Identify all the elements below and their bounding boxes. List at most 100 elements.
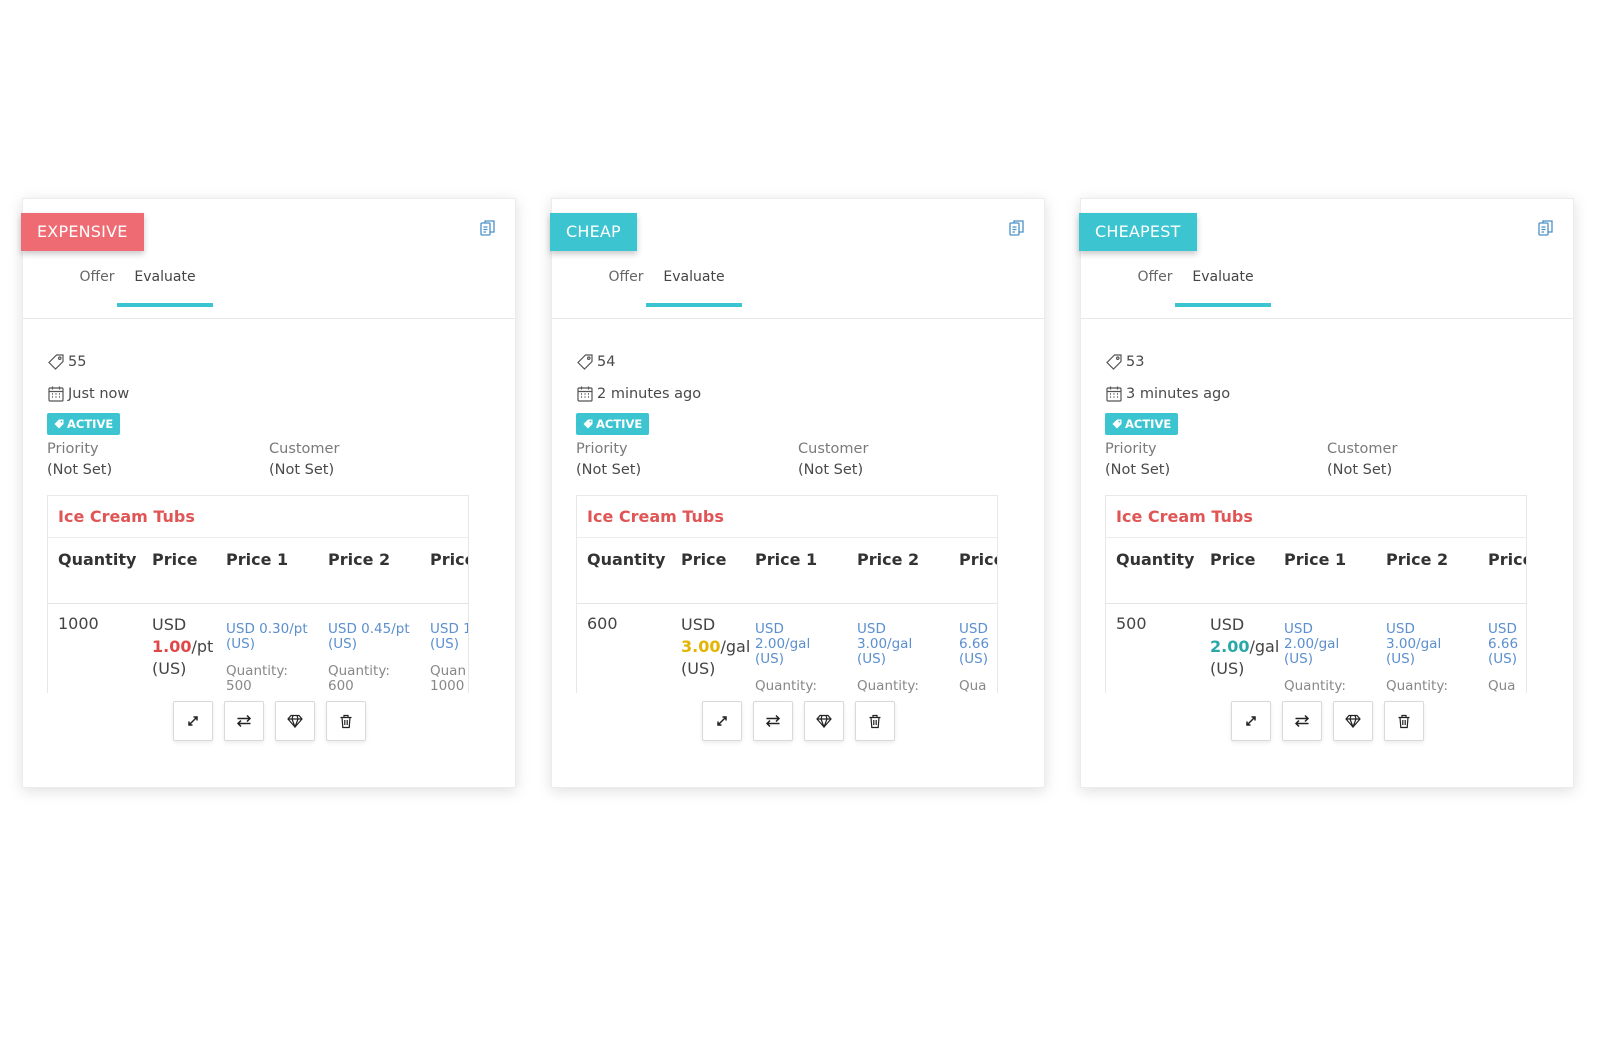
- col-price: Price: [681, 550, 727, 569]
- expand-icon: [187, 716, 198, 726]
- customer-label: Customer: [269, 441, 340, 457]
- tier-line-2: (US): [328, 636, 357, 652]
- tier-line-3: (US): [959, 651, 988, 667]
- delete-button[interactable]: [854, 701, 895, 741]
- tab-offer[interactable]: Offer: [1137, 269, 1173, 285]
- tier-price-3: USD 6.66 (US) Qua: [959, 621, 990, 694]
- swap-button[interactable]: [1281, 701, 1322, 741]
- tab-offer[interactable]: Offer: [79, 269, 115, 285]
- tag-icon: [48, 354, 64, 370]
- tier-price-3: USD 1 (US) Quan 1000: [430, 622, 468, 694]
- product-table: Ice Cream Tubs Quantity Price Price 1 Pr…: [1105, 495, 1527, 693]
- tab-offer[interactable]: Offer: [608, 269, 644, 285]
- product-title: Ice Cream Tubs: [48, 496, 468, 538]
- copy-icon[interactable]: [1008, 219, 1026, 237]
- tag-icon: [577, 354, 593, 370]
- calendar-icon: [577, 386, 593, 402]
- card-tabs: Offer Evaluate: [552, 259, 1044, 319]
- swap-button[interactable]: [752, 701, 793, 741]
- col-price-1: Price 1: [1284, 550, 1347, 569]
- tab-evaluate[interactable]: Evaluate: [646, 259, 742, 307]
- card-actions: [552, 701, 1044, 741]
- col-price-2: Price 2: [1386, 550, 1449, 569]
- row-quantity: 1000: [58, 614, 99, 633]
- table-row: 600 USD 3.00/gal (US) USD 2.00/gal (US) …: [577, 604, 997, 693]
- row-quantity: 600: [587, 614, 618, 633]
- tier-price-2: USD 3.00/gal (US) Quantity:: [1386, 622, 1448, 694]
- tier-quantity-label: Quantity:: [328, 663, 390, 679]
- price-unit: /gal: [1249, 637, 1280, 656]
- tier-line-2: 6.66: [1488, 636, 1519, 652]
- customer-value: (Not Set): [798, 462, 864, 478]
- offer-card: CHEAP Offer Evaluate 54 2: [550, 198, 1045, 788]
- active-tab-indicator: [117, 303, 213, 307]
- product-title: Ice Cream Tubs: [1106, 496, 1526, 538]
- tier-line-1: USD 0.45/pt: [328, 621, 410, 637]
- tag-icon: [1112, 419, 1122, 429]
- tier-line-1: USD: [857, 621, 886, 637]
- priority-value: (Not Set): [1105, 462, 1171, 478]
- tier-price-3: USD 6.66 (US) Qua: [1488, 622, 1519, 694]
- priority-label: Priority: [576, 441, 628, 457]
- diamond-button[interactable]: [274, 701, 315, 741]
- customer-label: Customer: [1327, 441, 1398, 457]
- price-unit: /pt: [191, 637, 214, 656]
- offer-id: 54: [597, 354, 616, 370]
- tier-line-3: (US): [1488, 651, 1517, 667]
- trash-icon: [1398, 714, 1409, 728]
- active-tab-indicator: [646, 303, 742, 307]
- tier-line-2: 3.00/gal: [857, 636, 913, 652]
- priority-value: (Not Set): [576, 462, 642, 478]
- diamond-icon: [286, 714, 303, 728]
- delete-button[interactable]: [1383, 701, 1424, 741]
- expand-button[interactable]: [1230, 701, 1271, 741]
- tier-line-2: 6.66: [959, 636, 990, 652]
- swap-button[interactable]: [223, 701, 264, 741]
- table-header: Quantity Price Price 1 Price 2 Price: [48, 538, 468, 604]
- expand-button[interactable]: [701, 701, 742, 741]
- price-unit-note: (US): [681, 659, 716, 678]
- tier-quantity-label: Quantity:: [857, 678, 919, 694]
- row-price: USD 1.00/pt (US): [152, 614, 213, 680]
- tier-line-1: USD 0.30/pt: [226, 621, 308, 637]
- tier-price-2: USD 0.45/pt (US) Quantity: 600: [328, 621, 410, 694]
- tier-line-2: (US): [226, 636, 255, 652]
- category-ribbon: CHEAPEST: [1079, 213, 1197, 251]
- diamond-button[interactable]: [1332, 701, 1373, 741]
- tag-icon: [583, 419, 593, 429]
- status-badge: ACTIVE: [576, 413, 650, 435]
- col-price-1: Price 1: [755, 550, 818, 569]
- col-price-3: Price: [1488, 550, 1526, 569]
- offer-time: Just now: [68, 386, 130, 402]
- copy-icon[interactable]: [479, 219, 497, 237]
- offer-card: EXPENSIVE Offer Evaluate 55: [21, 198, 516, 788]
- diamond-button[interactable]: [803, 701, 844, 741]
- tier-line-2: (US): [430, 636, 459, 652]
- calendar-icon: [48, 386, 64, 402]
- price-amount: 1.00: [152, 637, 192, 656]
- offer-id: 53: [1126, 354, 1145, 370]
- tier-line-1: USD: [959, 621, 988, 637]
- tier-line-3: (US): [1284, 651, 1313, 667]
- col-quantity: Quantity: [587, 550, 666, 569]
- expand-button[interactable]: [172, 701, 213, 741]
- tab-evaluate[interactable]: Evaluate: [1175, 259, 1271, 307]
- tier-quantity-label: Qua: [1488, 678, 1516, 694]
- status-label: ACTIVE: [67, 417, 114, 431]
- diamond-icon: [815, 714, 832, 728]
- delete-button[interactable]: [325, 701, 366, 741]
- card-tabs: Offer Evaluate: [1081, 259, 1573, 319]
- tier-line-2: 3.00/gal: [1386, 636, 1442, 652]
- copy-icon[interactable]: [1537, 219, 1555, 237]
- diamond-icon: [1344, 714, 1361, 728]
- status-badge: ACTIVE: [1105, 413, 1179, 435]
- tab-evaluate[interactable]: Evaluate: [117, 259, 213, 307]
- col-price: Price: [1210, 550, 1256, 569]
- col-price-2: Price 2: [328, 550, 391, 569]
- tier-line-2: 2.00/gal: [1284, 636, 1340, 652]
- tier-quantity-label: Quantity:: [1386, 678, 1448, 694]
- price-amount: 2.00: [1210, 637, 1250, 656]
- row-price: USD 3.00/gal (US): [681, 614, 750, 680]
- offer-time: 2 minutes ago: [597, 386, 702, 402]
- swap-icon: [765, 714, 780, 728]
